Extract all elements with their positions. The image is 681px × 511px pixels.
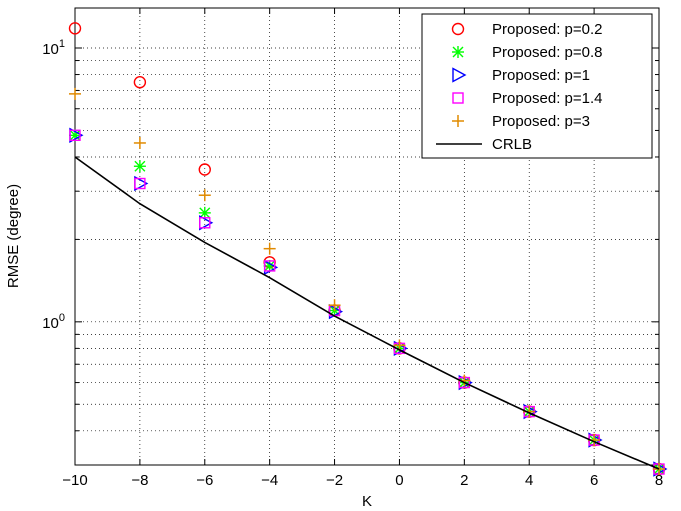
data-point — [134, 177, 146, 190]
data-point — [133, 136, 146, 149]
x-tick-label: −8 — [131, 472, 148, 489]
legend-item: Proposed: p=0.2 — [451, 21, 603, 38]
y-tick-label: 101 — [42, 38, 65, 58]
legend-box — [421, 13, 653, 159]
data-point — [198, 189, 211, 202]
legend-item: Proposed: p=3 — [452, 113, 590, 130]
axes: −10 −8 −6 −4 −2 0 2 4 6 8 100 101 — [42, 7, 663, 489]
x-tick-label: 8 — [655, 472, 663, 489]
data-point — [69, 129, 81, 141]
ast-d2 — [199, 207, 211, 219]
plot-frame — [74, 7, 660, 466]
x-tick-label: −10 — [62, 472, 87, 489]
legend-label: Proposed: p=1 — [492, 67, 590, 84]
ast-d2 — [69, 129, 81, 141]
x-tick-label: −2 — [326, 472, 343, 489]
data-point — [199, 217, 211, 229]
x-tick-label: −6 — [196, 472, 213, 489]
legend-label: Proposed: p=1.4 — [492, 90, 603, 107]
data-point — [328, 299, 341, 312]
legend: Proposed: p=0.2 Proposed: p=0.8 Proposed: … — [421, 13, 653, 159]
ast-d2 — [134, 160, 146, 172]
x-tick-label: 0 — [395, 472, 403, 489]
data-series — [68, 22, 668, 477]
data-point — [263, 242, 276, 255]
legend-marker — [451, 22, 465, 36]
crlb-line — [74, 156, 660, 470]
ast-d2 — [264, 260, 276, 272]
y-axis-label: RMSE (degree) — [5, 184, 22, 288]
legend-label: Proposed: p=3 — [492, 113, 590, 130]
legend-item: Proposed: p=1 — [452, 67, 590, 84]
x-tick-label: 6 — [590, 472, 598, 489]
legend-item: Proposed: p=1.4 — [452, 90, 603, 107]
legend-marker — [452, 67, 467, 83]
data-point — [68, 22, 82, 35]
legend-marker — [452, 46, 464, 58]
data-point — [263, 260, 276, 272]
x-axis-label: K — [362, 493, 372, 510]
legend-label: Proposed: p=0.8 — [492, 44, 603, 61]
legend-label: CRLB — [492, 136, 532, 153]
legend-marker — [452, 115, 464, 127]
data-point — [133, 160, 146, 173]
x-tick-label: 4 — [525, 472, 533, 489]
data-point — [133, 76, 147, 89]
y-tick-label: 100 — [42, 312, 65, 332]
data-point — [198, 206, 211, 219]
x-tick-label: −4 — [261, 472, 278, 489]
series-crlb — [74, 156, 660, 470]
legend-item: Proposed: p=0.8 — [452, 44, 603, 61]
legend-label: Proposed: p=0.2 — [492, 21, 603, 38]
data-point — [198, 163, 211, 176]
x-tick-label: 2 — [460, 472, 468, 489]
ast-d2 — [452, 46, 464, 58]
data-point — [69, 87, 81, 100]
legend-marker — [452, 92, 464, 104]
legend-item: CRLB — [436, 136, 532, 153]
